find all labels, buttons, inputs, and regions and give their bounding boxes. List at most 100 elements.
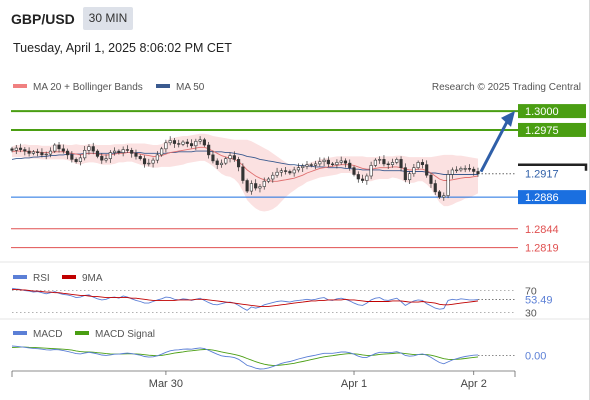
- candle: [27, 147, 31, 157]
- candle-body: [437, 191, 442, 198]
- candle-body: [57, 144, 61, 150]
- candle-body: [207, 144, 211, 156]
- candle-body: [301, 165, 305, 168]
- legend-swatch-0: [13, 84, 27, 88]
- legend-label-1: MA 50: [176, 82, 205, 93]
- candle-body: [403, 167, 407, 181]
- candle: [373, 158, 377, 168]
- candle-body: [348, 162, 352, 168]
- candle: [442, 192, 446, 201]
- level-label-1.3000: 1.3000: [525, 106, 559, 118]
- candle: [335, 159, 339, 169]
- candle: [181, 140, 185, 147]
- candle: [463, 165, 467, 173]
- candle: [160, 146, 164, 157]
- candle: [108, 150, 112, 163]
- candle: [164, 139, 168, 153]
- forecast-arrow-line: [479, 121, 509, 173]
- candle: [155, 151, 159, 164]
- x-axis-tick-label: Apr 2: [461, 378, 487, 390]
- candle-body: [108, 152, 112, 159]
- candle-body: [271, 174, 275, 180]
- candle: [130, 147, 134, 158]
- candle: [142, 155, 147, 168]
- candle-body: [455, 169, 459, 172]
- candle: [309, 162, 313, 168]
- rsi-last-value: 53.49: [525, 295, 553, 307]
- candle-body: [31, 151, 35, 154]
- candle: [292, 166, 296, 177]
- candle-body: [412, 167, 416, 175]
- candle: [232, 151, 236, 162]
- candle-body: [14, 147, 18, 151]
- candle-body: [313, 163, 318, 166]
- candle: [339, 156, 343, 165]
- candle: [408, 171, 412, 185]
- candle: [271, 172, 275, 183]
- candle-body: [356, 174, 360, 180]
- candle: [87, 144, 91, 155]
- candle-body: [44, 153, 48, 156]
- level-label-1.2975: 1.2975: [525, 125, 559, 137]
- candle-body: [151, 159, 155, 164]
- candle-body: [266, 178, 271, 182]
- candle: [61, 144, 65, 154]
- candle-body: [189, 143, 194, 147]
- candle-body: [117, 150, 121, 153]
- level-label-1.2844: 1.2844: [525, 224, 559, 236]
- candle-body: [284, 170, 288, 172]
- candle-body: [53, 144, 57, 152]
- candle-body: [318, 161, 322, 165]
- candle: [95, 149, 100, 159]
- candle: [237, 156, 241, 172]
- candle: [356, 171, 360, 183]
- candle-body: [224, 158, 228, 164]
- candle: [198, 136, 202, 145]
- candle-body: [164, 142, 168, 150]
- candle: [425, 160, 429, 178]
- level-tag-1.2975: [518, 122, 586, 137]
- candle: [266, 177, 271, 184]
- candle: [100, 153, 104, 164]
- candle-body: [10, 148, 14, 151]
- candle-body: [215, 160, 219, 165]
- candle-body: [181, 141, 185, 145]
- candle-body: [476, 171, 480, 175]
- candle: [437, 189, 442, 199]
- rsi-legend-swatch-1: [62, 275, 76, 279]
- candle: [224, 156, 228, 166]
- candle-body: [425, 164, 429, 176]
- candle-body: [95, 150, 100, 157]
- level-label-1.2886: 1.2886: [525, 192, 559, 204]
- candle-body: [78, 157, 82, 162]
- candle-body: [87, 146, 91, 151]
- candle: [301, 163, 305, 172]
- candle-body: [36, 151, 40, 153]
- candle-body: [467, 168, 472, 170]
- candle: [403, 163, 407, 183]
- timeframe-button[interactable]: 30 MIN: [83, 7, 133, 30]
- candle-body: [245, 180, 249, 192]
- macd-legend-swatch-0: [13, 331, 27, 335]
- candle: [70, 151, 74, 163]
- candle: [262, 177, 266, 190]
- candle: [288, 169, 292, 175]
- candle-body: [219, 162, 224, 165]
- candle-body: [168, 140, 172, 144]
- candle-body: [198, 139, 202, 142]
- candle: [228, 152, 232, 163]
- legend-swatch-1: [156, 84, 170, 88]
- candle: [241, 163, 245, 184]
- rsi-legend-swatch-0: [13, 275, 27, 279]
- candle-body: [258, 186, 262, 189]
- candle: [147, 158, 151, 167]
- candle-body: [211, 154, 215, 162]
- candle: [189, 139, 194, 149]
- candle-body: [463, 168, 467, 170]
- candle-body: [177, 143, 181, 145]
- candle: [390, 158, 395, 168]
- candle-body: [309, 164, 313, 166]
- candle-body: [134, 153, 138, 157]
- candle: [416, 160, 420, 170]
- candle-body: [254, 183, 258, 189]
